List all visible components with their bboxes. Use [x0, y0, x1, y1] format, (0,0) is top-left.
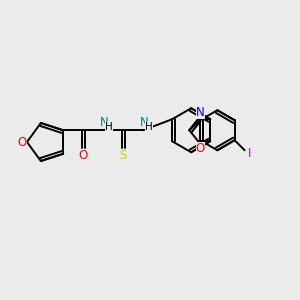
Text: I: I [248, 147, 251, 160]
Text: S: S [119, 149, 127, 162]
Text: N: N [140, 116, 148, 129]
Text: O: O [79, 149, 88, 162]
Text: N: N [196, 106, 205, 119]
Text: H: H [145, 122, 153, 132]
Text: H: H [105, 122, 113, 132]
Text: N: N [100, 116, 109, 129]
Text: O: O [17, 136, 27, 148]
Text: O: O [196, 142, 205, 155]
